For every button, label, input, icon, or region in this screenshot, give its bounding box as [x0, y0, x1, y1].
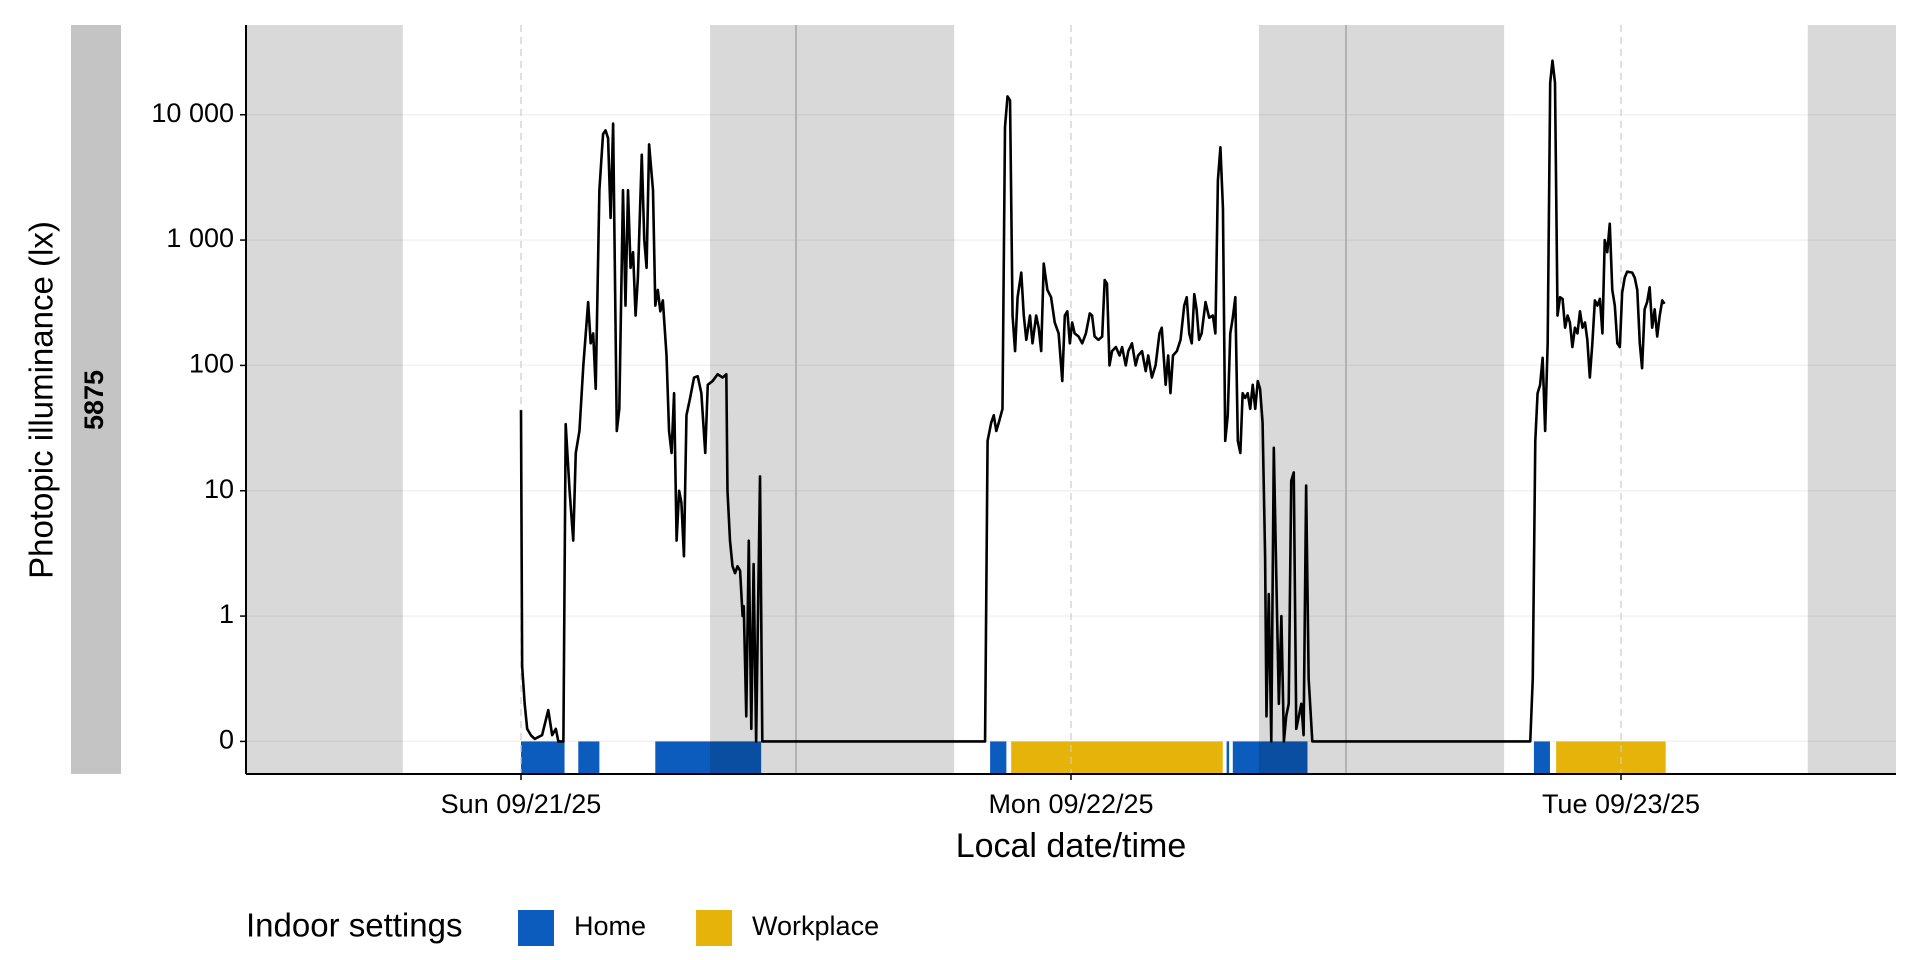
setting-bar [1226, 741, 1230, 774]
legend-label: Home [574, 911, 646, 941]
night-shade [1807, 25, 1896, 774]
y-tick-label: 1 000 [166, 223, 234, 253]
legend-swatch [518, 910, 554, 946]
setting-bar [1533, 741, 1550, 774]
night-shade [1258, 25, 1505, 774]
night-shade [246, 25, 403, 774]
setting-bar [655, 741, 762, 774]
y-tick-label: 10 [204, 474, 234, 504]
y-tick-label: 1 [219, 599, 234, 629]
setting-bar [521, 741, 565, 774]
setting-bar [578, 741, 600, 774]
setting-bar [1556, 741, 1666, 774]
legend-label: Workplace [752, 911, 879, 941]
x-tick-label: Mon 09/22/25 [988, 789, 1153, 819]
facet-strip [71, 25, 121, 774]
x-tick-label: Tue 09/23/25 [1542, 789, 1700, 819]
y-tick-label: 10 000 [151, 98, 234, 128]
y-tick-label: 100 [189, 349, 234, 379]
legend-title: Indoor settings [246, 907, 462, 944]
setting-bar [1011, 741, 1223, 774]
setting-bar [1232, 741, 1308, 774]
y-axis-title: Photopic illuminance (lx) [23, 221, 60, 579]
legend-swatch [696, 910, 733, 946]
y-tick-label: 0 [219, 725, 234, 755]
x-axis-title: Local date/time [956, 827, 1187, 865]
facet-label: 5875 [79, 370, 109, 430]
x-tick-label: Sun 09/21/25 [441, 789, 602, 819]
illuminance-line [519, 59, 1666, 743]
setting-bar [990, 741, 1007, 774]
